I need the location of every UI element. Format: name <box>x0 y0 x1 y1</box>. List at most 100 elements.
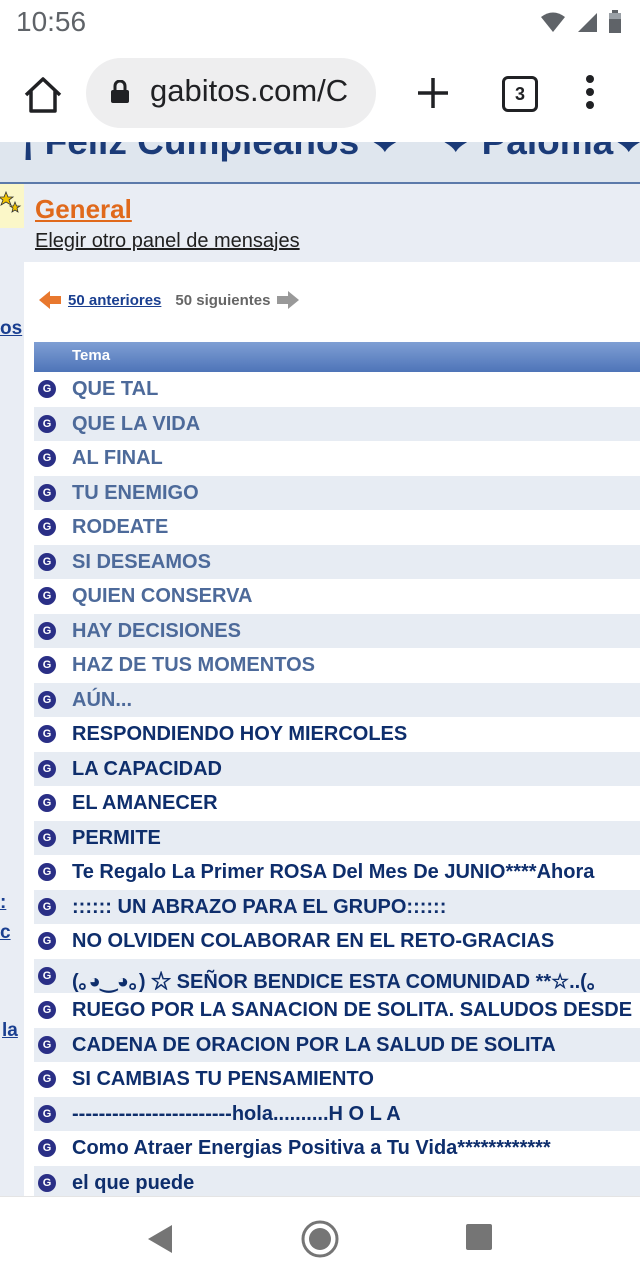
topic-row[interactable]: G Te Regalo La Primer ROSA Del Mes De JUN… <box>34 855 640 890</box>
topic-title-link[interactable]: el que puede <box>72 1171 195 1194</box>
topic-title-link[interactable]: QUE TAL <box>72 378 159 400</box>
topic-row[interactable]: G ------------------------hola..........H… <box>34 1096 640 1131</box>
topic-row[interactable]: G QUE TAL <box>34 372 640 407</box>
panel-title-link[interactable]: General <box>35 194 132 224</box>
topic-title-link[interactable]: RUEGO POR LA SANACION DE SOLITA. SALUDOS… <box>72 999 633 1021</box>
topic-row[interactable]: G TU ENEMIGO <box>34 475 640 510</box>
browser-toolbar: gabitos.com/C 3 <box>0 46 640 142</box>
topic-row[interactable]: G HAY DECISIONES <box>34 613 640 648</box>
gabitos-g-icon: G <box>38 1001 56 1019</box>
topic-title-link[interactable]: RESPONDIENDO HOY MIERCOLES <box>72 723 408 745</box>
gabitos-g-icon: G <box>38 1139 56 1157</box>
sidebar-link-1[interactable]: os <box>0 318 23 339</box>
cell-signal-icon <box>578 13 597 32</box>
gabitos-g-icon: G <box>38 897 56 916</box>
gabitos-g-icon: G <box>38 380 56 398</box>
column-header-tema: Tema <box>72 347 111 364</box>
previous-page-link[interactable]: 50 anteriores <box>68 291 162 309</box>
gabitos-g-icon: G <box>38 552 56 571</box>
topic-title-link[interactable]: QUIEN CONSERVA <box>72 585 253 607</box>
home-icon[interactable] <box>22 74 64 116</box>
forum-banner: ¡ Feliz Cumpleaños ❤°° ❤ Paloma❤°° <box>0 142 640 184</box>
topic-title-link[interactable]: Te Regalo La Primer ROSA Del Mes De JUNI… <box>72 861 595 883</box>
new-tab-icon[interactable] <box>414 74 452 112</box>
arrow-left-icon[interactable] <box>38 289 62 311</box>
topic-title-link[interactable]: SI CAMBIAS TU PENSAMIENTO <box>72 1068 374 1090</box>
gabitos-g-icon: G <box>38 690 56 709</box>
topic-title-link[interactable]: ------------------------hola..........H … <box>72 1102 401 1125</box>
status-time: 10:56 <box>16 6 87 37</box>
gabitos-g-icon: G <box>38 1104 56 1123</box>
topic-row[interactable]: G RUEGO POR LA SANACION DE SOLITA. SALUDO… <box>34 993 640 1028</box>
topic-row[interactable]: G SI DESEAMOS <box>34 544 640 579</box>
next-page-label: 50 siguientes <box>175 291 271 309</box>
topic-row[interactable]: G RESPONDIENDO HOY MIERCOLES <box>34 717 640 752</box>
arrow-right-icon <box>277 291 300 309</box>
gabitos-g-icon: G <box>38 483 56 502</box>
topic-title-link[interactable]: RODEATE <box>72 516 169 538</box>
topic-title-link[interactable]: TU ENEMIGO <box>72 481 199 504</box>
topic-title-link[interactable]: AL FINAL <box>72 447 163 469</box>
system-icons <box>540 10 622 34</box>
gabitos-g-icon: G <box>38 828 56 847</box>
topic-row[interactable]: G HAZ DE TUS MOMENTOS <box>34 648 640 683</box>
change-panel-link[interactable]: Elegir otro panel de mensajes <box>35 230 300 252</box>
topic-title-link[interactable]: :::::: UN ABRAZO PARA EL GRUPO:::::: <box>72 895 447 918</box>
url-text[interactable]: gabitos.com/C <box>150 73 349 108</box>
panel-header: General Elegir otro panel de mensajes <box>24 184 640 262</box>
system-navigation-bar <box>0 1196 640 1281</box>
gabitos-g-icon: G <box>38 794 56 812</box>
lock-icon <box>111 80 129 103</box>
topic-title-link[interactable]: HAZ DE TUS MOMENTOS <box>72 654 315 676</box>
topic-row[interactable]: G AL FINAL <box>34 441 640 476</box>
topic-title-link[interactable]: QUE LA VIDA <box>72 412 201 435</box>
gabitos-g-icon: G <box>38 966 56 985</box>
topic-row[interactable]: G PERMITE <box>34 820 640 855</box>
gabitos-g-icon: G <box>38 414 56 433</box>
back-icon[interactable] <box>146 1223 174 1255</box>
topic-row[interactable]: G EL AMANECER <box>34 786 640 821</box>
topics-table-header: Tema <box>34 342 640 372</box>
star-icon <box>0 190 22 213</box>
recents-icon[interactable] <box>465 1223 493 1251</box>
topic-title-link[interactable]: PERMITE <box>72 826 161 849</box>
topic-row[interactable]: G CADENA DE ORACION POR LA SALUD DE SOLIT… <box>34 1027 640 1062</box>
sidebar-link-2[interactable]: : <box>0 892 7 913</box>
topic-row[interactable]: G QUE LA VIDA <box>34 406 640 441</box>
topic-title-link[interactable]: CADENA DE ORACION POR LA SALUD DE SOLITA <box>72 1033 556 1056</box>
tab-switcher-button[interactable]: 3 <box>502 76 538 112</box>
topic-title-link[interactable]: Como Atraer Energias Positiva a Tu Vida*… <box>72 1137 551 1159</box>
sidebar-link-4[interactable]: la <box>2 1020 18 1041</box>
topic-row[interactable]: G SI CAMBIAS TU PENSAMIENTO <box>34 1062 640 1097</box>
sidebar-link-3[interactable]: c <box>0 922 11 943</box>
topic-row[interactable]: G Como Atraer Energias Positiva a Tu Vida… <box>34 1131 640 1166</box>
topic-title-link[interactable]: HAY DECISIONES <box>72 619 241 642</box>
gabitos-g-icon: G <box>38 932 56 950</box>
gabitos-g-icon: G <box>38 518 56 536</box>
gabitos-g-icon: G <box>38 863 56 881</box>
topic-row[interactable]: G QUIEN CONSERVA <box>34 579 640 614</box>
home-nav-icon[interactable] <box>300 1219 340 1259</box>
topic-title-link[interactable]: LA CAPACIDAD <box>72 757 222 780</box>
gabitos-g-icon: G <box>38 759 56 778</box>
topic-title-link[interactable]: SI DESEAMOS <box>72 550 211 573</box>
gabitos-g-icon: G <box>38 1035 56 1054</box>
topic-row[interactable]: G:::::: UN ABRAZO PARA EL GRUPO:::::: <box>34 889 640 924</box>
more-options-icon[interactable] <box>584 74 596 110</box>
topic-row[interactable]: G (｡◕‿◕｡) ☆ SEÑOR BENDICE ESTA COMUNIDAD … <box>34 958 640 993</box>
topic-title-link[interactable]: NO OLVIDEN COLABORAR EN EL RETO-GRACIAS <box>72 930 555 952</box>
battery-icon <box>609 10 621 33</box>
topic-title-link[interactable]: EL AMANECER <box>72 792 218 814</box>
topic-title-link[interactable]: (｡◕‿◕｡) ☆ SEÑOR BENDICE ESTA COMUNIDAD *… <box>72 970 597 993</box>
topic-row[interactable]: G AÚN... <box>34 682 640 717</box>
topic-row[interactable]: G RODEATE <box>34 510 640 545</box>
left-sidebar <box>0 184 24 1196</box>
topic-row[interactable]: G NO OLVIDEN COLABORAR EN EL RETO-GRACIAS <box>34 924 640 959</box>
gabitos-g-icon: G <box>38 1070 56 1088</box>
topic-row[interactable]: G LA CAPACIDAD <box>34 751 640 786</box>
gabitos-g-icon: G <box>38 449 56 467</box>
topic-title-link[interactable]: AÚN... <box>72 688 132 711</box>
gabitos-g-icon: G <box>38 587 56 605</box>
address-bar[interactable]: gabitos.com/C <box>86 58 376 128</box>
